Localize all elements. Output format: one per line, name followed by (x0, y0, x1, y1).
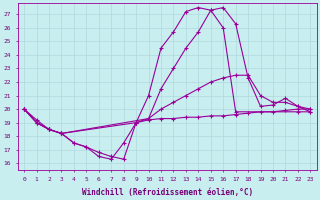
X-axis label: Windchill (Refroidissement éolien,°C): Windchill (Refroidissement éolien,°C) (82, 188, 253, 197)
